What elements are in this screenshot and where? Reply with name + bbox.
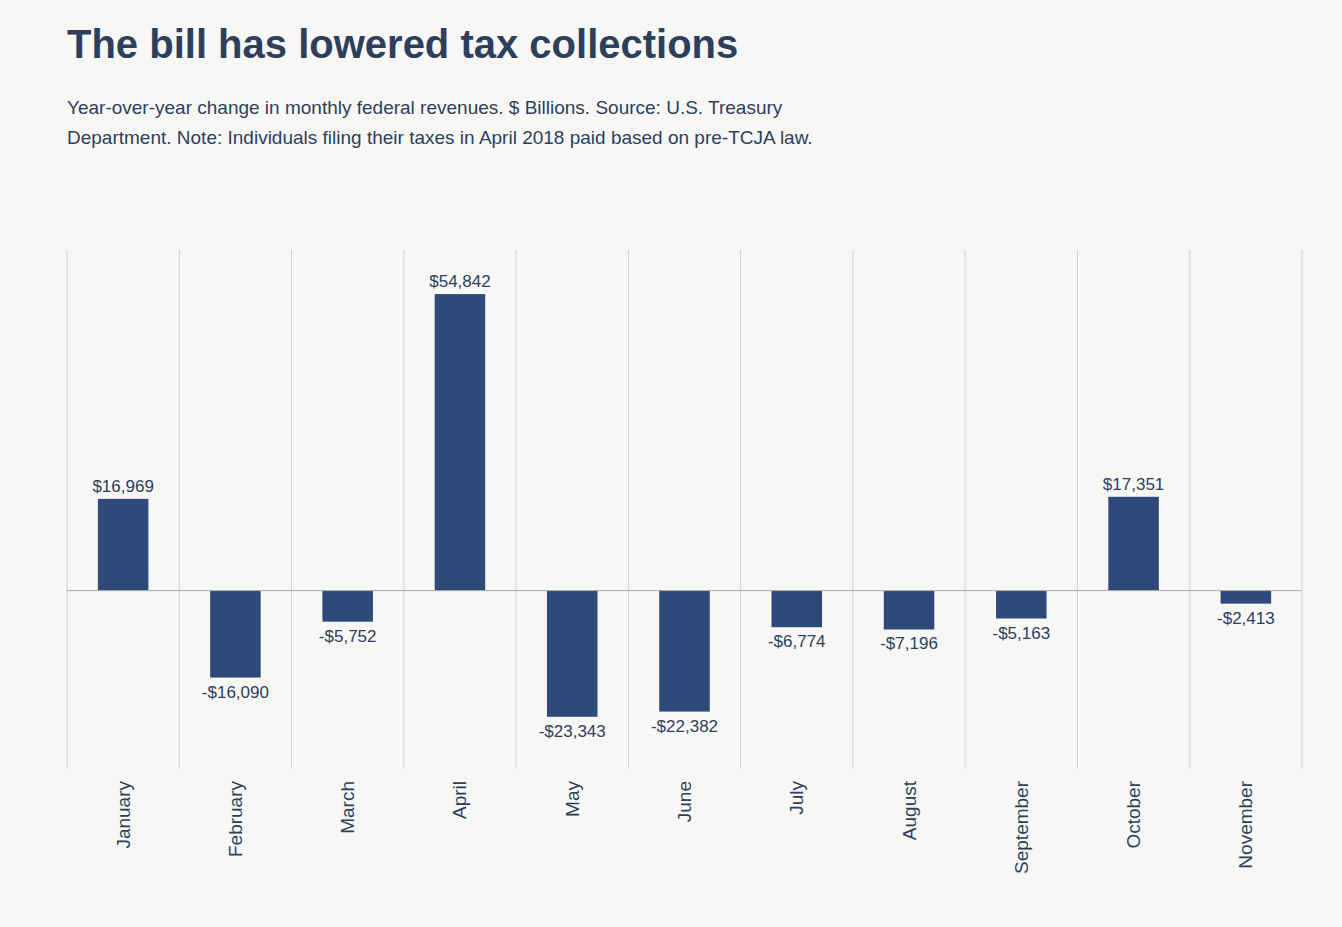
bar (659, 591, 710, 712)
data-label: $16,969 (92, 477, 153, 496)
bar (772, 591, 823, 628)
chart-container: The bill has lowered tax collections Year… (0, 0, 1342, 927)
bar (435, 294, 486, 590)
x-tick-label: October (1123, 780, 1144, 848)
x-tick-label: January (113, 781, 134, 849)
x-tick-label: September (1011, 780, 1032, 874)
bars (98, 294, 1271, 717)
bar (547, 591, 598, 717)
data-label: $17,351 (1103, 475, 1164, 494)
bar (1221, 591, 1272, 604)
category-separator (1189, 250, 1190, 769)
category-separator (740, 250, 741, 769)
data-label: -$23,343 (539, 722, 606, 741)
x-tick-label: February (225, 781, 246, 858)
data-label: -$22,382 (651, 717, 718, 736)
category-separator (67, 250, 68, 769)
data-label: -$6,774 (768, 632, 826, 651)
x-tick-label: April (449, 781, 470, 819)
subtitle: Year-over-year change in monthly federal… (67, 97, 813, 148)
x-tick-label: August (899, 780, 920, 840)
category-separator (852, 250, 853, 769)
subtitle-line: Year-over-year change in monthly federal… (67, 97, 783, 118)
category-separator (291, 250, 292, 769)
data-label: -$7,196 (880, 634, 938, 653)
x-tick-label: June (674, 781, 695, 822)
subtitle-line: Department. Note: Individuals filing the… (67, 127, 813, 148)
title: The bill has lowered tax collections (67, 22, 738, 66)
category-separator (516, 250, 517, 769)
category-separator (1077, 250, 1078, 769)
category-separator (1302, 250, 1303, 769)
x-tick-label: July (786, 781, 807, 815)
data-label: -$16,090 (202, 683, 269, 702)
category-separator (628, 250, 629, 769)
data-label: -$5,163 (992, 624, 1050, 643)
bar (996, 591, 1047, 619)
x-tick-label: March (337, 781, 358, 834)
data-label: -$2,413 (1217, 609, 1275, 628)
category-separator (179, 250, 180, 769)
category-separator (965, 250, 966, 769)
chart-svg: The bill has lowered tax collections Year… (0, 0, 1342, 927)
category-separator (403, 250, 404, 769)
bar (322, 591, 373, 622)
zero-line (67, 590, 1302, 591)
bar (1108, 497, 1159, 591)
x-tick-label: November (1235, 780, 1256, 868)
bar (210, 591, 261, 678)
bar (98, 499, 149, 591)
x-tick-label: May (562, 781, 583, 817)
data-label: $54,842 (429, 272, 490, 291)
bar (884, 591, 935, 630)
background (0, 0, 1342, 927)
data-label: -$5,752 (319, 627, 377, 646)
